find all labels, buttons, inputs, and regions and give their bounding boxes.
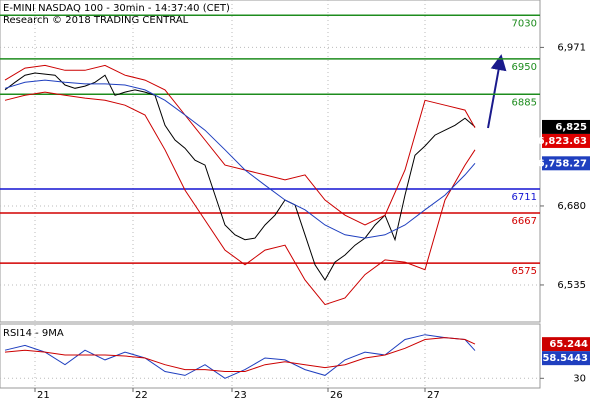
- last-value-box: [542, 133, 590, 148]
- last-value-label: 6,823.63: [538, 136, 587, 147]
- level-label: 6711: [512, 192, 537, 203]
- chart-subtitle: Research © 2018 TRADING CENTRAL: [3, 15, 189, 26]
- last-value-box: [542, 156, 590, 171]
- price-frame: [0, 0, 541, 323]
- x-tick-label: 23: [234, 390, 247, 400]
- rsi-label: RSI14 - 9MA: [3, 328, 64, 339]
- level-label: 6667: [512, 216, 537, 227]
- rsi-last-label: 65.244: [549, 339, 588, 350]
- price-line: [4, 72, 476, 281]
- x-tick-label: 27: [427, 390, 440, 400]
- rsi-tick-label: 30: [573, 373, 586, 384]
- x-tick-label: 22: [135, 390, 148, 400]
- level-label: 7030: [512, 18, 537, 29]
- x-tick-label: 26: [330, 390, 343, 400]
- y-tick-label: 6,535: [557, 280, 586, 291]
- y-tick-label: 6,680: [557, 201, 586, 212]
- rsi-last-box: [542, 337, 590, 352]
- x-tick-label: 21: [37, 390, 50, 400]
- rsi-frame: [0, 323, 541, 389]
- level-label: 6575: [512, 266, 537, 277]
- last-value-box: [542, 119, 590, 134]
- chart-title: E-MINI NASDAQ 100 - 30min - 14:37:40 (CE…: [3, 3, 230, 14]
- rsi-last-label: 58.5443: [542, 353, 588, 364]
- level-label: 6885: [512, 97, 537, 108]
- rsi-line: [4, 337, 476, 372]
- y-tick-label: 6,971: [557, 42, 586, 53]
- last-value-label: 6,758.27: [538, 158, 587, 169]
- price-line: [4, 91, 476, 306]
- last-value-label: 6,825: [555, 122, 587, 133]
- price-line: [4, 79, 476, 239]
- rsi-line: [4, 334, 476, 379]
- rsi-last-box: [542, 351, 590, 366]
- level-label: 6950: [512, 62, 537, 73]
